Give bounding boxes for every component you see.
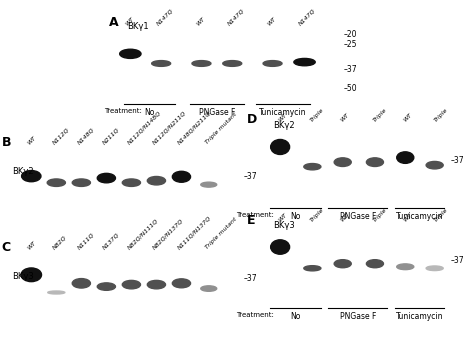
Text: WT: WT xyxy=(340,112,350,123)
Ellipse shape xyxy=(304,164,321,170)
Text: PNGase F: PNGase F xyxy=(199,108,235,117)
Text: N112Q/N211Q: N112Q/N211Q xyxy=(152,110,187,145)
Text: Triple: Triple xyxy=(433,107,448,123)
Text: N137Q: N137Q xyxy=(102,232,120,250)
Text: Tunicamycin: Tunicamycin xyxy=(396,212,443,221)
Text: WT: WT xyxy=(277,112,288,123)
Text: Triple: Triple xyxy=(433,207,448,223)
Text: PNGase F: PNGase F xyxy=(340,212,376,221)
Ellipse shape xyxy=(397,152,414,164)
Ellipse shape xyxy=(426,266,443,270)
Text: –50: –50 xyxy=(344,84,357,93)
Ellipse shape xyxy=(294,58,315,66)
Ellipse shape xyxy=(147,280,165,289)
Ellipse shape xyxy=(22,170,41,182)
Text: A: A xyxy=(109,16,118,29)
Text: –37: –37 xyxy=(244,171,258,181)
Ellipse shape xyxy=(271,139,290,155)
Ellipse shape xyxy=(72,179,91,186)
Text: B: B xyxy=(2,136,11,149)
Ellipse shape xyxy=(72,278,91,288)
Ellipse shape xyxy=(223,61,242,66)
Text: BKγ3: BKγ3 xyxy=(273,221,295,230)
Ellipse shape xyxy=(271,240,290,254)
Text: WT: WT xyxy=(277,212,288,223)
Text: Triple mutant: Triple mutant xyxy=(204,217,237,250)
Text: Triple: Triple xyxy=(310,207,325,223)
Ellipse shape xyxy=(426,161,443,169)
Text: BKγ3: BKγ3 xyxy=(12,272,34,282)
Text: N112Q/N148Q: N112Q/N148Q xyxy=(127,110,162,145)
Ellipse shape xyxy=(201,286,217,291)
Text: WT: WT xyxy=(195,16,206,26)
Text: –25: –25 xyxy=(344,40,357,49)
Text: PNGase F: PNGase F xyxy=(340,312,376,321)
Text: N148Q/N211Q: N148Q/N211Q xyxy=(177,110,212,145)
Ellipse shape xyxy=(173,279,191,288)
Ellipse shape xyxy=(263,61,282,66)
Text: BKγ2: BKγ2 xyxy=(12,167,34,176)
Ellipse shape xyxy=(201,182,217,187)
Text: Treatment:: Treatment: xyxy=(236,212,273,218)
Text: Treatment:: Treatment: xyxy=(104,108,142,114)
Text: No: No xyxy=(290,312,301,321)
Text: –37: –37 xyxy=(450,156,464,165)
Ellipse shape xyxy=(122,280,140,289)
Text: –37: –37 xyxy=(450,256,464,265)
Text: WT: WT xyxy=(266,16,277,26)
Text: N112Q: N112Q xyxy=(52,127,71,145)
Text: N82Q/N137Q: N82Q/N137Q xyxy=(152,218,184,250)
Text: N82Q: N82Q xyxy=(52,235,68,250)
Text: –37: –37 xyxy=(244,274,258,283)
Text: Tunicamycin: Tunicamycin xyxy=(396,312,443,321)
Text: –37: –37 xyxy=(344,65,357,73)
Text: N147Q: N147Q xyxy=(155,8,174,26)
Ellipse shape xyxy=(397,264,414,270)
Text: BKγ1: BKγ1 xyxy=(127,22,148,31)
Ellipse shape xyxy=(47,179,65,186)
Text: No: No xyxy=(290,212,301,221)
Text: Triple mutant: Triple mutant xyxy=(204,112,237,145)
Ellipse shape xyxy=(304,266,321,271)
Ellipse shape xyxy=(173,171,191,182)
Text: Triple: Triple xyxy=(310,107,325,123)
Text: Triple: Triple xyxy=(372,107,388,123)
Text: N111Q/N137Q: N111Q/N137Q xyxy=(177,215,212,250)
Text: Tunicamycin: Tunicamycin xyxy=(259,108,307,117)
Text: N148Q: N148Q xyxy=(77,127,96,145)
Text: C: C xyxy=(2,241,11,254)
Text: No: No xyxy=(145,108,155,117)
Text: WT: WT xyxy=(340,212,350,223)
Ellipse shape xyxy=(192,61,211,66)
Text: N147Q: N147Q xyxy=(227,8,245,26)
Text: WT: WT xyxy=(27,240,37,250)
Ellipse shape xyxy=(152,61,171,66)
Text: N211Q: N211Q xyxy=(102,127,120,145)
Text: N82Q/N111Q: N82Q/N111Q xyxy=(127,218,159,250)
Ellipse shape xyxy=(21,268,42,282)
Text: WT: WT xyxy=(27,135,37,145)
Ellipse shape xyxy=(334,158,351,167)
Ellipse shape xyxy=(97,173,116,183)
Text: E: E xyxy=(247,214,255,227)
Ellipse shape xyxy=(334,260,351,268)
Ellipse shape xyxy=(366,260,383,268)
Ellipse shape xyxy=(97,283,116,290)
Text: WT: WT xyxy=(402,212,413,223)
Ellipse shape xyxy=(48,291,65,294)
Text: D: D xyxy=(247,114,257,127)
Ellipse shape xyxy=(122,179,140,186)
Text: Treatment:: Treatment: xyxy=(236,312,273,318)
Text: –20: –20 xyxy=(344,30,357,39)
Text: BKγ2: BKγ2 xyxy=(273,121,295,130)
Text: N111Q: N111Q xyxy=(77,232,96,250)
Ellipse shape xyxy=(147,177,165,185)
Text: WT: WT xyxy=(124,16,135,26)
Text: WT: WT xyxy=(402,112,413,123)
Ellipse shape xyxy=(366,158,383,167)
Text: N147Q: N147Q xyxy=(298,8,316,26)
Ellipse shape xyxy=(119,49,141,58)
Text: Triple: Triple xyxy=(372,207,388,223)
